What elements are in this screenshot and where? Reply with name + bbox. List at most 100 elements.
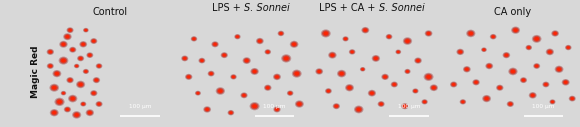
Circle shape [412, 88, 419, 94]
Circle shape [195, 91, 201, 96]
Circle shape [77, 55, 84, 61]
Circle shape [242, 57, 251, 64]
Circle shape [425, 74, 433, 80]
Circle shape [191, 36, 197, 42]
Circle shape [482, 95, 491, 102]
Circle shape [57, 100, 62, 104]
Circle shape [220, 52, 228, 58]
Circle shape [533, 36, 541, 42]
Circle shape [432, 86, 436, 89]
Circle shape [256, 38, 264, 44]
Circle shape [68, 95, 77, 102]
Circle shape [396, 50, 401, 54]
Text: 100 μm: 100 μm [397, 104, 420, 109]
Circle shape [191, 37, 197, 41]
Circle shape [252, 104, 257, 108]
Circle shape [422, 99, 428, 105]
Circle shape [461, 100, 465, 103]
Circle shape [290, 41, 299, 48]
Circle shape [264, 49, 271, 55]
Circle shape [513, 28, 518, 32]
Circle shape [457, 49, 463, 54]
Circle shape [55, 98, 64, 106]
Circle shape [396, 50, 401, 54]
Circle shape [413, 89, 418, 93]
Circle shape [542, 82, 549, 87]
Circle shape [374, 57, 378, 60]
Circle shape [249, 102, 260, 110]
Circle shape [485, 63, 493, 69]
Circle shape [91, 91, 97, 96]
Circle shape [297, 102, 302, 106]
Circle shape [321, 29, 331, 37]
Circle shape [235, 35, 240, 39]
Circle shape [200, 59, 204, 62]
Circle shape [548, 50, 552, 54]
Circle shape [393, 83, 396, 86]
Circle shape [472, 79, 480, 85]
Circle shape [51, 110, 57, 116]
Circle shape [211, 41, 219, 47]
Circle shape [508, 102, 513, 106]
Circle shape [520, 77, 527, 83]
Circle shape [392, 82, 397, 87]
Circle shape [79, 57, 82, 60]
Circle shape [423, 100, 426, 103]
Circle shape [74, 64, 79, 68]
Circle shape [403, 37, 412, 45]
Circle shape [474, 81, 478, 84]
Circle shape [461, 100, 465, 104]
Circle shape [49, 84, 59, 92]
Circle shape [213, 43, 217, 46]
Circle shape [535, 65, 538, 67]
Title: CA only: CA only [494, 7, 531, 17]
Circle shape [543, 82, 549, 87]
Circle shape [459, 99, 466, 105]
Circle shape [208, 71, 214, 76]
Circle shape [569, 96, 576, 101]
Circle shape [330, 53, 335, 57]
Circle shape [217, 88, 224, 94]
Circle shape [241, 93, 247, 98]
Circle shape [227, 110, 234, 115]
Circle shape [61, 43, 66, 46]
Circle shape [363, 29, 367, 32]
Circle shape [343, 37, 348, 41]
Circle shape [88, 111, 92, 114]
Circle shape [81, 43, 85, 46]
Circle shape [553, 32, 557, 35]
Circle shape [293, 70, 300, 77]
Circle shape [361, 68, 364, 70]
Circle shape [491, 35, 496, 39]
Text: LPS +: LPS + [212, 3, 244, 13]
Circle shape [533, 63, 540, 69]
Circle shape [93, 78, 99, 83]
Circle shape [230, 74, 237, 80]
Circle shape [84, 28, 88, 32]
Circle shape [222, 53, 227, 57]
Circle shape [503, 53, 509, 58]
Circle shape [534, 64, 539, 68]
Circle shape [338, 71, 345, 77]
Circle shape [509, 102, 512, 106]
Circle shape [337, 70, 346, 77]
Circle shape [567, 46, 570, 49]
Circle shape [404, 38, 411, 44]
Circle shape [90, 38, 97, 44]
Circle shape [278, 31, 284, 36]
Circle shape [452, 83, 455, 86]
Circle shape [203, 106, 211, 113]
Circle shape [465, 68, 469, 71]
Circle shape [86, 52, 93, 58]
Circle shape [74, 113, 79, 117]
Circle shape [56, 99, 63, 105]
Circle shape [547, 49, 553, 54]
Circle shape [95, 79, 98, 82]
Circle shape [266, 86, 270, 89]
Circle shape [64, 106, 71, 112]
Circle shape [50, 85, 58, 91]
Circle shape [509, 68, 517, 74]
Circle shape [66, 35, 70, 38]
Circle shape [450, 81, 458, 88]
Circle shape [525, 45, 532, 50]
